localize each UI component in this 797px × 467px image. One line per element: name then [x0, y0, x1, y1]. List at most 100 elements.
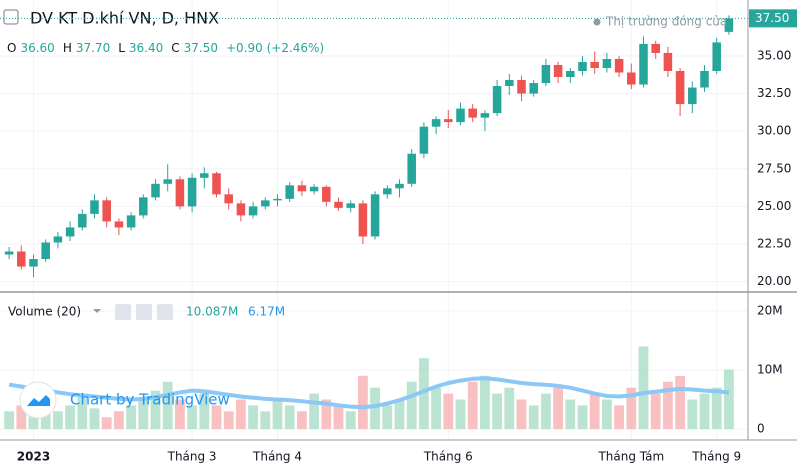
y-tick-label: 25.00 — [757, 199, 791, 213]
candle-body — [248, 206, 258, 216]
volume-bar — [431, 387, 441, 430]
volume-pane — [4, 346, 734, 430]
volume-ma-line — [8, 376, 730, 410]
candle-body — [419, 126, 429, 154]
volume-bar — [321, 399, 332, 430]
candle-body — [65, 227, 75, 237]
hide-button[interactable] — [115, 304, 131, 320]
candle-body — [395, 183, 404, 189]
candle-body — [541, 64, 551, 84]
candle-body — [17, 251, 26, 267]
volume-value: 10.087M — [186, 305, 238, 319]
candle-body — [468, 108, 477, 118]
candle-body — [78, 213, 87, 228]
candle-body — [224, 194, 233, 204]
volume-bar — [443, 393, 454, 430]
volume-menu[interactable] — [93, 309, 101, 313]
volume-bar — [236, 399, 246, 430]
x-tick-label: Tháng 4 — [252, 450, 302, 464]
volume-bar — [345, 411, 356, 430]
candle-body — [712, 42, 721, 71]
market-status: Thị trường đóng cửa — [605, 15, 727, 29]
volume-bar — [297, 411, 307, 430]
volume-bar — [150, 390, 161, 430]
candle-body — [444, 119, 453, 123]
y-tick-label: 27.50 — [757, 161, 791, 175]
candle-body — [663, 52, 673, 71]
candle-body — [517, 80, 526, 94]
candle-body — [53, 236, 63, 243]
candle-body — [90, 200, 99, 214]
volume-bar — [223, 411, 234, 430]
collapse-button[interactable] — [3, 9, 19, 25]
change: +0.90 (+2.46%) — [226, 41, 324, 55]
volume-bar — [504, 387, 515, 430]
candle-body — [346, 203, 355, 208]
volume-ma-value: 6.17M — [248, 305, 285, 319]
volume-bar — [272, 399, 283, 430]
x-tick-label: Tháng 9 — [691, 450, 741, 464]
volume-bar — [333, 405, 344, 430]
volume-bar — [309, 393, 319, 430]
volume-bar — [358, 375, 368, 430]
volume-bar — [28, 414, 39, 430]
ohlc-key: H — [63, 41, 72, 55]
candle-body — [590, 61, 599, 68]
volume-bar — [492, 393, 502, 430]
volume-bar — [77, 393, 88, 430]
volume-bar — [187, 405, 197, 430]
status-dot — [593, 18, 601, 26]
candle-body — [688, 87, 697, 105]
ohlc-key: C — [171, 41, 179, 55]
candle-body — [187, 177, 197, 207]
y-tick-label: 32.50 — [757, 86, 791, 100]
candle-body — [41, 242, 50, 260]
volume-bar — [126, 405, 136, 430]
volume-bar — [565, 399, 576, 430]
remove-button[interactable] — [157, 304, 173, 320]
candle-body — [627, 72, 636, 85]
last-price-label: 37.50 — [755, 11, 789, 25]
volume-bar — [699, 393, 710, 430]
volume-bar — [467, 381, 478, 430]
volume-bar — [516, 399, 527, 430]
volume-bar — [663, 381, 673, 430]
volume-tick-label: 10M — [757, 362, 783, 376]
volume-bar — [114, 411, 124, 430]
candle-body — [383, 188, 392, 195]
volume-bar — [175, 399, 185, 430]
volume-bar — [248, 405, 258, 430]
y-tick-label: 20.00 — [757, 274, 791, 288]
volume-bar — [89, 408, 100, 430]
volume-bar — [650, 393, 661, 430]
volume-bar — [101, 417, 112, 430]
ohlc-key: O — [7, 41, 16, 55]
candle-body — [114, 221, 124, 228]
ohlc-key: L — [118, 41, 125, 55]
ohlc-value: 37.70 — [76, 41, 110, 55]
volume-tick-label: 0 — [757, 422, 765, 436]
x-tick-label: 2023 — [17, 450, 50, 464]
ohlc-value: 37.50 — [184, 41, 218, 55]
volume-bar — [394, 399, 405, 430]
x-tick-label: Tháng 6 — [423, 450, 473, 464]
candle-body — [480, 113, 490, 118]
candle-body — [675, 70, 685, 105]
candle-body — [700, 70, 709, 88]
watermark: Chart by TradingView — [19, 381, 230, 419]
settings-button[interactable] — [136, 304, 152, 320]
candle-body — [151, 183, 160, 198]
volume-bar — [602, 399, 612, 430]
volume-bar — [260, 411, 271, 430]
volume-bar — [675, 375, 685, 430]
candle-body — [529, 83, 538, 94]
volume-bar — [553, 387, 563, 430]
candle-body — [236, 203, 246, 216]
last-price-badge — [749, 9, 797, 28]
candle-body — [724, 18, 734, 32]
ohlc-value: 36.40 — [129, 41, 163, 55]
candle-body — [456, 108, 465, 123]
candle-body — [614, 58, 624, 73]
candle-body — [29, 259, 38, 267]
volume-bar — [53, 411, 63, 430]
